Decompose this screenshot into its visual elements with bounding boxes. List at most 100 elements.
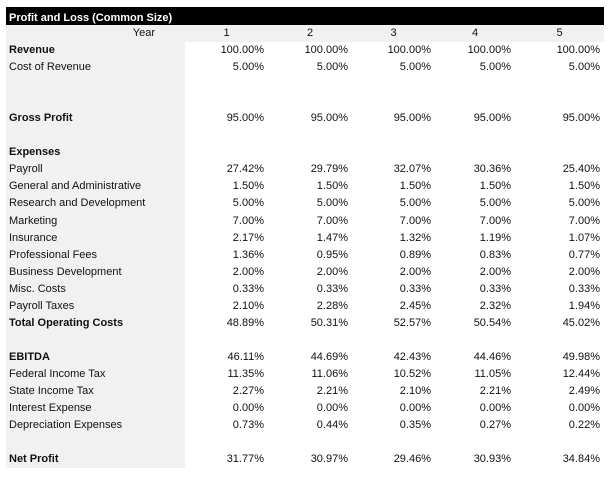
value-cell[interactable]: 0.00% <box>268 400 352 418</box>
value-cell[interactable]: 5.00% <box>268 59 352 77</box>
value-cell[interactable]: 32.07% <box>352 161 435 179</box>
value-cell[interactable] <box>185 144 268 162</box>
value-cell[interactable]: 0.33% <box>352 280 435 298</box>
value-cell[interactable]: 50.54% <box>435 314 515 332</box>
value-cell[interactable] <box>352 127 435 145</box>
value-cell[interactable]: 45.02% <box>515 314 604 332</box>
value-cell[interactable]: 0.83% <box>435 246 515 264</box>
value-cell[interactable]: 2.21% <box>268 382 352 401</box>
value-cell[interactable] <box>515 144 604 162</box>
value-cell[interactable]: 1.50% <box>268 178 352 196</box>
value-cell[interactable]: 0.00% <box>352 400 435 418</box>
value-cell[interactable]: 95.00% <box>515 110 604 128</box>
value-cell[interactable]: 11.06% <box>268 365 352 383</box>
value-cell[interactable]: 95.00% <box>435 110 515 128</box>
value-cell[interactable]: 5.00% <box>185 195 268 213</box>
value-cell[interactable]: 30.36% <box>435 161 515 179</box>
value-cell[interactable]: 25.40% <box>515 161 604 179</box>
value-cell[interactable]: 1.94% <box>515 297 604 315</box>
value-cell[interactable]: 30.97% <box>268 451 352 469</box>
value-cell[interactable]: 5.00% <box>352 195 435 213</box>
value-cell[interactable]: 12.44% <box>515 365 604 383</box>
value-cell[interactable]: 1.07% <box>515 229 604 247</box>
value-cell[interactable]: 5.00% <box>515 59 604 77</box>
value-cell[interactable]: 42.43% <box>352 348 435 366</box>
value-cell[interactable] <box>435 331 515 349</box>
value-cell[interactable]: 5.00% <box>268 195 352 213</box>
value-cell[interactable] <box>268 93 352 111</box>
value-cell[interactable]: 2.00% <box>435 263 515 281</box>
value-cell[interactable]: 0.33% <box>515 280 604 298</box>
value-cell[interactable] <box>185 331 268 349</box>
value-cell[interactable]: 0.00% <box>185 400 268 418</box>
value-cell[interactable]: 100.00% <box>268 42 352 60</box>
value-cell[interactable]: 1.32% <box>352 229 435 247</box>
value-cell[interactable]: 44.46% <box>435 348 515 366</box>
value-cell[interactable] <box>268 434 352 452</box>
value-cell[interactable]: 7.00% <box>515 212 604 230</box>
value-cell[interactable]: 7.00% <box>268 212 352 230</box>
value-cell[interactable]: 7.00% <box>352 212 435 230</box>
value-cell[interactable] <box>352 434 435 452</box>
value-cell[interactable]: 95.00% <box>268 110 352 128</box>
value-cell[interactable]: 5.00% <box>352 59 435 77</box>
value-cell[interactable]: 34.84% <box>515 451 604 469</box>
value-cell[interactable]: 0.35% <box>352 417 435 435</box>
value-cell[interactable]: 11.35% <box>185 365 268 383</box>
value-cell[interactable]: 48.89% <box>185 314 268 332</box>
value-cell[interactable] <box>268 127 352 145</box>
value-cell[interactable]: 5.00% <box>515 195 604 213</box>
value-cell[interactable]: 0.89% <box>352 246 435 264</box>
value-cell[interactable]: 2.17% <box>185 229 268 247</box>
value-cell[interactable] <box>185 93 268 111</box>
value-cell[interactable]: 100.00% <box>185 42 268 60</box>
value-cell[interactable]: 0.00% <box>435 400 515 418</box>
value-cell[interactable] <box>352 76 435 94</box>
value-cell[interactable]: 1.50% <box>515 178 604 196</box>
value-cell[interactable]: 49.98% <box>515 348 604 366</box>
value-cell[interactable]: 0.27% <box>435 417 515 435</box>
value-cell[interactable]: 0.33% <box>268 280 352 298</box>
value-cell[interactable]: 27.42% <box>185 161 268 179</box>
value-cell[interactable] <box>185 76 268 94</box>
value-cell[interactable]: 1.36% <box>185 246 268 264</box>
value-cell[interactable]: 0.33% <box>435 280 515 298</box>
value-cell[interactable]: 95.00% <box>185 110 268 128</box>
value-cell[interactable]: 0.73% <box>185 417 268 435</box>
value-cell[interactable]: 44.69% <box>268 348 352 366</box>
value-cell[interactable]: 100.00% <box>435 42 515 60</box>
value-cell[interactable] <box>352 144 435 162</box>
value-cell[interactable] <box>515 434 604 452</box>
value-cell[interactable]: 52.57% <box>352 314 435 332</box>
value-cell[interactable]: 2.45% <box>352 297 435 315</box>
value-cell[interactable]: 2.00% <box>515 263 604 281</box>
value-cell[interactable]: 100.00% <box>515 42 604 60</box>
value-cell[interactable]: 1.50% <box>352 178 435 196</box>
value-cell[interactable] <box>352 331 435 349</box>
value-cell[interactable]: 1.19% <box>435 229 515 247</box>
value-cell[interactable]: 2.32% <box>435 297 515 315</box>
value-cell[interactable]: 2.10% <box>185 297 268 315</box>
value-cell[interactable]: 0.77% <box>515 246 604 264</box>
value-cell[interactable]: 46.11% <box>185 348 268 366</box>
value-cell[interactable]: 0.33% <box>185 280 268 298</box>
value-cell[interactable]: 2.27% <box>185 382 268 401</box>
value-cell[interactable]: 0.44% <box>268 417 352 435</box>
value-cell[interactable]: 50.31% <box>268 314 352 332</box>
value-cell[interactable]: 30.93% <box>435 451 515 469</box>
value-cell[interactable]: 29.79% <box>268 161 352 179</box>
value-cell[interactable] <box>185 127 268 145</box>
value-cell[interactable]: 1.50% <box>435 178 515 196</box>
value-cell[interactable] <box>435 127 515 145</box>
value-cell[interactable] <box>435 93 515 111</box>
value-cell[interactable] <box>268 144 352 162</box>
value-cell[interactable]: 5.00% <box>435 195 515 213</box>
value-cell[interactable]: 5.00% <box>185 59 268 77</box>
value-cell[interactable] <box>515 76 604 94</box>
value-cell[interactable]: 2.00% <box>352 263 435 281</box>
value-cell[interactable]: 29.46% <box>352 451 435 469</box>
value-cell[interactable] <box>435 144 515 162</box>
value-cell[interactable]: 2.49% <box>515 382 604 401</box>
value-cell[interactable] <box>268 331 352 349</box>
value-cell[interactable]: 2.28% <box>268 297 352 315</box>
